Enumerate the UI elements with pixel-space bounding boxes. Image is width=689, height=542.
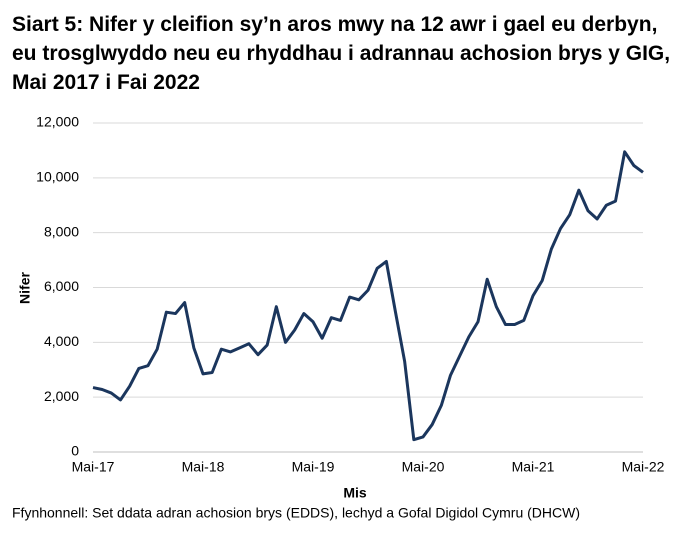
chart-title: Siart 5: Nifer y cleifion sy’n aros mwy … bbox=[12, 13, 671, 94]
y-axis-label: Nifer bbox=[17, 272, 33, 304]
y-tick-label: 8,000 bbox=[44, 223, 79, 239]
x-axis-label: Mis bbox=[343, 485, 367, 501]
y-tick-label: 6,000 bbox=[44, 278, 79, 294]
y-tick-label: 2,000 bbox=[44, 388, 79, 404]
x-tick-label: Mai-18 bbox=[182, 459, 225, 475]
x-tick-label: Mai-19 bbox=[292, 459, 335, 475]
y-tick-label: 12,000 bbox=[36, 114, 79, 130]
x-tick-label: Mai-21 bbox=[512, 459, 555, 475]
y-tick-label: 0 bbox=[71, 443, 79, 459]
source-note: Ffynhonnell: Set ddata adran achosion br… bbox=[12, 505, 580, 521]
y-tick-label: 4,000 bbox=[44, 333, 79, 349]
x-tick-label: Mai-17 bbox=[72, 459, 115, 475]
x-tick-label: Mai-20 bbox=[402, 459, 445, 475]
data-line bbox=[92, 150, 644, 442]
y-tick-label: 10,000 bbox=[36, 169, 79, 185]
x-tick-label: Mai-22 bbox=[622, 459, 665, 475]
